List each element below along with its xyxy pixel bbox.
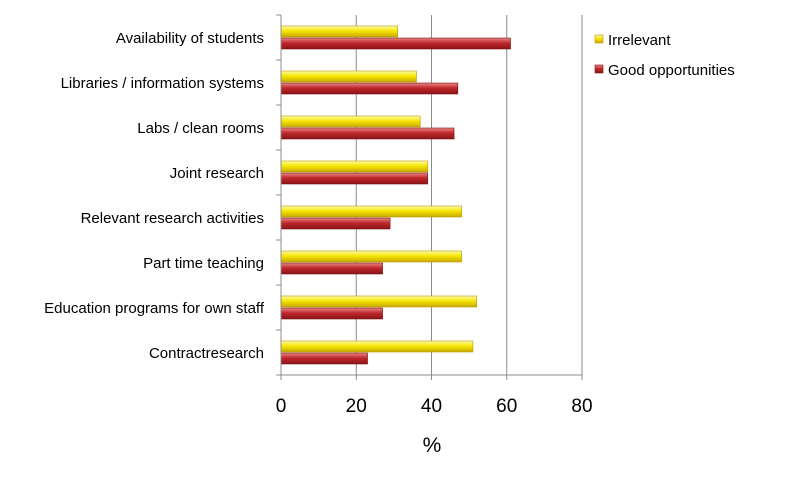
bar-good-opportunities	[280, 82, 459, 95]
category-label: Labs / clean rooms	[137, 120, 264, 137]
legend-swatch-irrelevant	[594, 34, 604, 44]
bar-irrelevant	[280, 70, 417, 83]
category-label: Availability of students	[116, 30, 264, 47]
bar-irrelevant	[280, 25, 398, 38]
category-label: Libraries / information systems	[61, 75, 264, 92]
bar-irrelevant	[280, 160, 429, 173]
bar-good-opportunities	[280, 307, 383, 320]
category-label: Joint research	[170, 165, 264, 182]
bar-good-opportunities	[280, 37, 511, 50]
bar-irrelevant	[280, 340, 474, 353]
legend-label: Good opportunities	[608, 62, 735, 79]
legend-label: Irrelevant	[608, 32, 671, 49]
bar-good-opportunities	[280, 172, 429, 185]
bar-irrelevant	[280, 250, 462, 263]
category-label: Part time teaching	[143, 255, 264, 272]
bar-good-opportunities	[280, 262, 383, 275]
legend-swatch-good-opportunities	[594, 64, 604, 74]
bar-good-opportunities	[280, 217, 391, 230]
bar-irrelevant	[280, 295, 477, 308]
bar-good-opportunities	[280, 127, 455, 140]
bar-good-opportunities	[280, 352, 368, 365]
bar-irrelevant	[280, 115, 421, 128]
bar-irrelevant	[280, 205, 462, 218]
category-label: Contractresearch	[149, 345, 264, 362]
x-tick-label: 20	[346, 396, 367, 417]
x-tick-label: 80	[571, 396, 592, 417]
x-axis-title: %	[423, 434, 442, 457]
x-tick-label: 0	[276, 396, 287, 417]
x-tick-label: 60	[496, 396, 517, 417]
x-tick-label: 40	[421, 396, 442, 417]
category-label: Education programs for own staff	[44, 300, 265, 317]
category-label: Relevant research activities	[81, 210, 264, 227]
